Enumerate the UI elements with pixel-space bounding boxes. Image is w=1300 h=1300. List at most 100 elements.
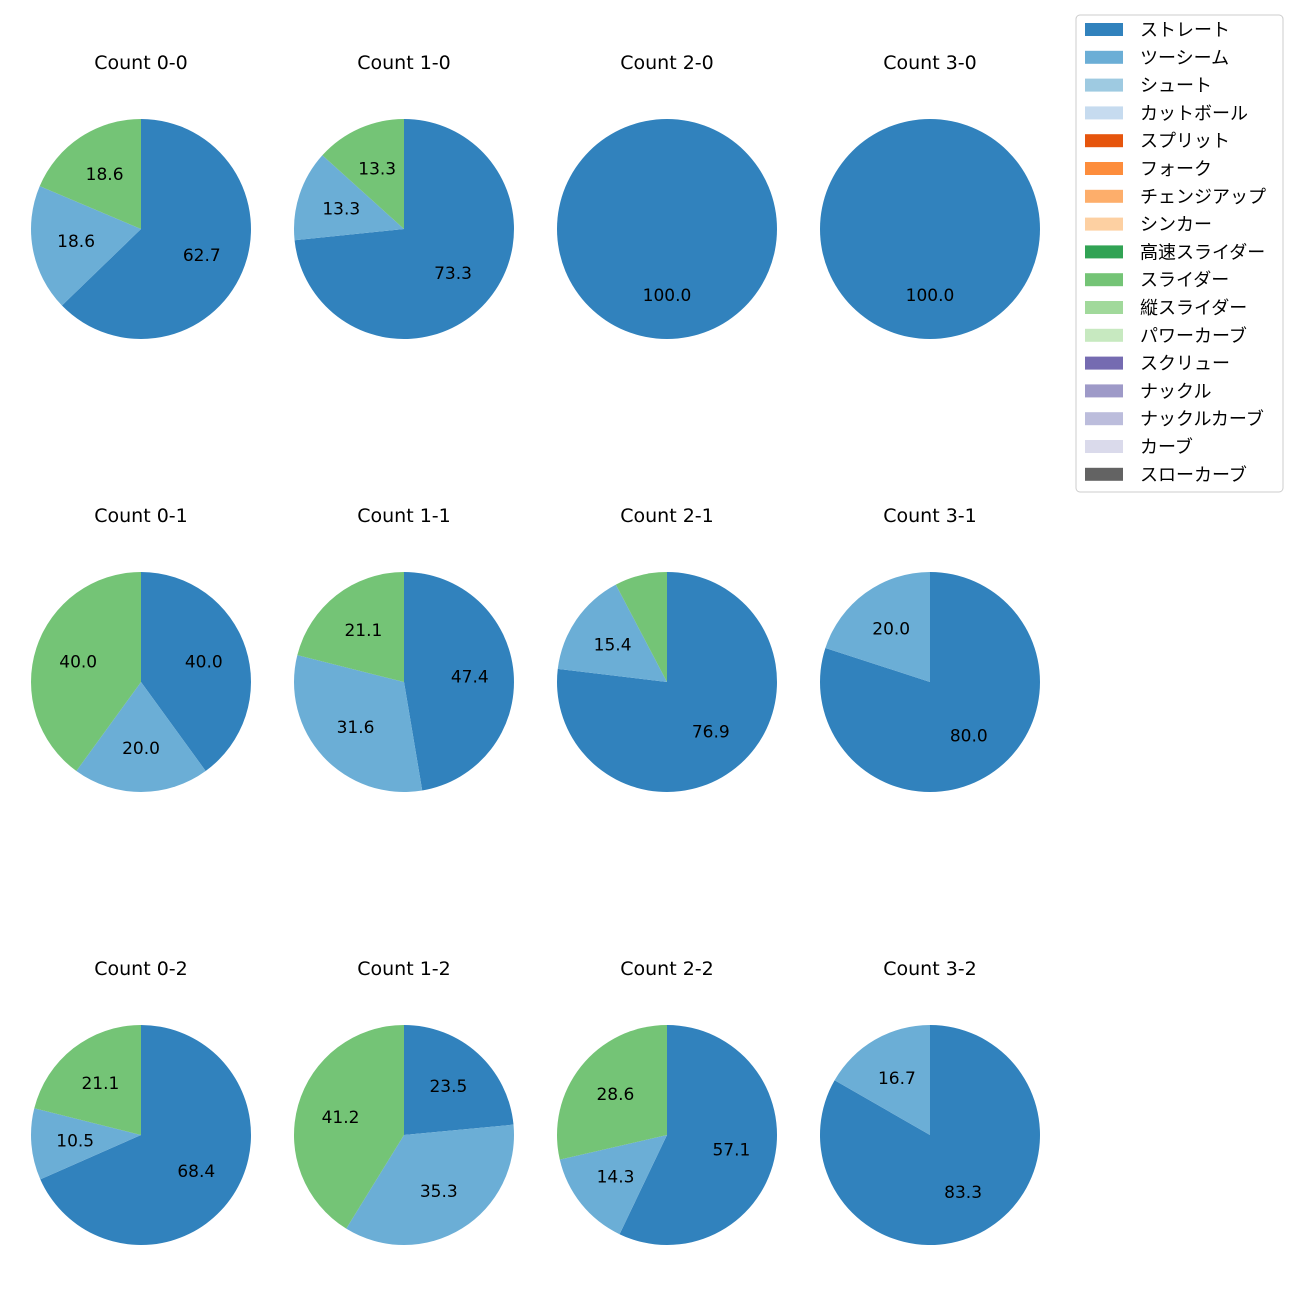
legend-label: フォーク [1140,159,1212,180]
legend-frame [1075,14,1284,493]
legend-swatch [1085,328,1123,342]
chart-title: Count 3-0 [883,52,977,74]
pie-slice [293,155,404,241]
pie-slice [819,572,1040,792]
chart-title: Count 0-2 [94,958,188,980]
legend-item: スローカーブ [1085,464,1247,486]
slice-value-label: 68.4 [177,1162,215,1182]
legend-swatch [1085,384,1123,398]
legend-item: チェンジアップ [1085,187,1266,208]
pie-chart: Count 3-2 83.3 16.7 [819,958,1040,1246]
slice-value-label: 35.3 [420,1182,458,1202]
pie-chart: Count 2-0 100.0 [557,52,777,339]
pie-chart: Count 1-1 47.4 31.6 21.1 [293,505,514,792]
slice-value-label: 40.0 [185,653,223,673]
pie-slice [322,119,404,229]
legend-swatch [1085,106,1123,120]
legend-label: カーブ [1140,436,1193,458]
pie-slice [557,584,667,682]
chart-title: Count 2-2 [620,958,714,980]
slice-value-label: 14.3 [597,1167,635,1187]
pie-slice [619,1025,778,1246]
pie-slice [404,1025,514,1135]
legend-label: パワーカーブ [1140,325,1247,347]
legend-label: スプリット [1140,131,1230,152]
slice-value-label: 16.7 [878,1069,916,1089]
pie-slice [34,1025,141,1135]
legend-label: 縦スライダー [1140,298,1247,319]
pie-slice [141,572,252,771]
legend-item: シュート [1085,76,1212,97]
legend-item: フォーク [1085,159,1212,180]
legend-swatch [1085,467,1123,481]
legend-swatch [1085,273,1123,287]
pie-slice [40,1025,251,1245]
legend-swatch [1085,356,1123,370]
slice-value-label: 10.5 [56,1132,94,1152]
pie-slice [559,1135,667,1235]
slice-value-label: 28.6 [596,1085,634,1105]
slice-value-label: 83.3 [944,1183,982,1203]
chart-title: Count 2-0 [620,52,714,74]
legend-label: ツーシーム [1140,48,1229,69]
pie-slice [615,572,667,682]
legend-item: パワーカーブ [1085,325,1247,347]
slice-value-label: 23.5 [429,1077,467,1097]
pie-chart: Count 3-0 100.0 [820,52,1040,339]
slice-value-label: 76.9 [692,722,730,742]
legend-item: ツーシーム [1085,48,1229,69]
legend-label: ナックル [1140,381,1211,402]
slice-value-label: 57.1 [712,1141,750,1161]
legend-swatch [1085,189,1123,203]
pie-chart: Count 1-2 23.5 35.3 41.2 [293,958,514,1245]
legend-swatch [1085,23,1123,36]
slice-value-label: 18.6 [86,165,124,185]
legend-label: ナックルカーブ [1140,408,1264,430]
legend-item: ナックルカーブ [1085,408,1264,430]
legend-swatch [1085,440,1123,453]
chart-title: Count 1-0 [357,52,451,74]
legend-swatch [1085,162,1123,175]
chart-title: Count 1-1 [357,505,451,527]
slice-value-label: 15.4 [594,636,632,656]
pie-slice [76,682,206,793]
pie-slice [30,572,141,771]
legend-item: カーブ [1085,436,1193,458]
pie-chart: Count 0-1 40.0 20.0 40.0 [30,505,252,793]
legend-item: スプリット [1085,131,1230,152]
slice-value-label: 80.0 [950,726,988,746]
slice-value-label: 47.4 [451,668,489,688]
pie-chart: Count 0-0 62.7 18.6 18.6 [30,52,251,339]
pie-chart: Count 0-2 68.4 10.5 21.1 [31,958,251,1245]
pie-slice [346,1124,514,1245]
chart-title: Count 1-2 [357,958,451,980]
pie-slice [293,655,423,792]
pie-slice [39,119,141,229]
slice-value-label: 20.0 [872,620,910,640]
legend-label: スクリュー [1140,354,1230,375]
legend-item: スライダー [1085,270,1229,291]
pie-slice [819,1025,1040,1246]
slice-value-label: 31.6 [337,718,375,738]
pie-slice [61,119,251,339]
legend-item: ストレート [1085,20,1230,41]
legend-label: シュート [1140,76,1212,97]
pie-slice [820,119,1040,339]
pie-slice [556,1025,667,1160]
slice-value-label: 62.7 [183,246,221,266]
legend-item: 縦スライダー [1085,298,1247,319]
legend-item: カットボール [1085,103,1248,124]
chart-title: Count 3-2 [883,958,977,980]
legend-swatch [1085,301,1123,314]
slice-value-label: 18.6 [57,232,95,252]
chart-title: Count 2-1 [620,505,714,527]
pie-slice [293,1025,404,1229]
slice-value-label: 40.0 [59,653,97,673]
legend-label: シンカー [1140,215,1212,236]
legend-swatch [1085,134,1123,148]
pie-chart: Count 2-1 76.9 15.4 [556,505,777,792]
pie-slice [825,572,930,682]
slice-value-label: 13.3 [322,200,360,220]
pie-slice [404,572,514,791]
